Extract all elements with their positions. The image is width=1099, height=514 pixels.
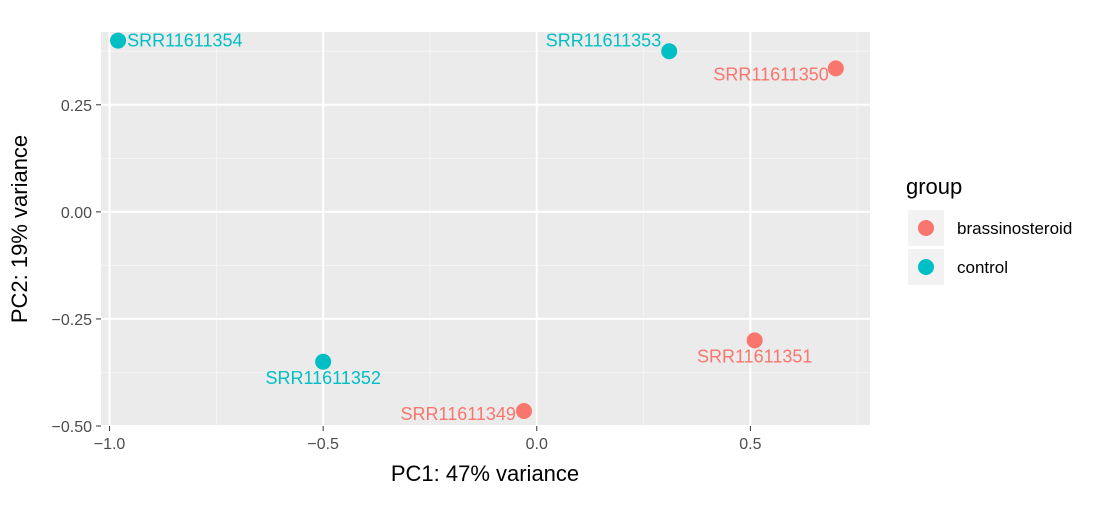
data-point-SRR11611354 — [110, 32, 127, 49]
legend-key-control — [918, 259, 934, 275]
y-tick-label: 0.00 — [61, 205, 92, 222]
legend-label-control: control — [957, 258, 1008, 277]
legend: group brassinosteroid control — [906, 174, 1072, 285]
data-point-SRR11611350 — [827, 60, 844, 77]
x-axis-title: PC1: 47% variance — [391, 461, 579, 486]
point-labels: SRR11611354 SRR11611353 SRR11611350 SRR1161… — [127, 30, 829, 424]
data-point-label: SRR11611354 — [127, 31, 242, 51]
panel-background — [101, 32, 870, 426]
data-point-label: SRR11611353 — [546, 30, 661, 50]
data-point-label: SRR11611351 — [697, 346, 812, 366]
legend-label-brassinosteroid: brassinosteroid — [957, 219, 1072, 238]
y-axis-title: PC2: 19% variance — [7, 135, 32, 323]
x-tick-label: 0.5 — [739, 436, 761, 453]
data-point-label: SRR11611350 — [713, 64, 828, 84]
data-point-SRR11611349 — [515, 403, 532, 420]
x-tick-label: 0.0 — [526, 436, 548, 453]
data-points — [110, 32, 844, 420]
y-tick-label: 0.25 — [61, 98, 92, 115]
data-point-label: SRR11611349 — [401, 404, 516, 424]
x-tick-label: −0.5 — [307, 436, 339, 453]
data-point-SRR11611352 — [315, 353, 332, 370]
y-axis-ticks: 0.25 0.00 −0.25 −0.50 — [52, 98, 101, 436]
grid-minor — [101, 32, 870, 426]
data-point-SRR11611353 — [661, 43, 678, 60]
legend-title: group — [906, 174, 962, 199]
y-tick-label: −0.50 — [52, 419, 93, 436]
data-point-SRR11611351 — [746, 332, 763, 349]
x-axis-ticks: −1.0 −0.5 0.0 0.5 — [94, 426, 762, 453]
legend-key-brassinosteroid — [918, 220, 934, 236]
data-point-label: SRR11611352 — [265, 368, 380, 388]
y-tick-label: −0.25 — [52, 312, 93, 329]
x-tick-label: −1.0 — [94, 436, 126, 453]
